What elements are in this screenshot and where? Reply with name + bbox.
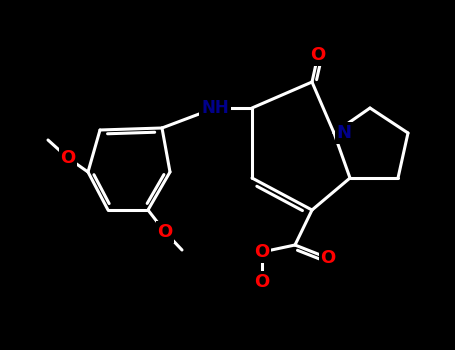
Text: O: O xyxy=(254,243,270,261)
Text: N: N xyxy=(337,124,352,142)
Text: O: O xyxy=(320,249,336,267)
Text: O: O xyxy=(254,273,270,291)
Text: O: O xyxy=(61,149,76,167)
Text: O: O xyxy=(310,46,326,64)
Text: O: O xyxy=(157,223,172,241)
Text: NH: NH xyxy=(201,99,229,117)
